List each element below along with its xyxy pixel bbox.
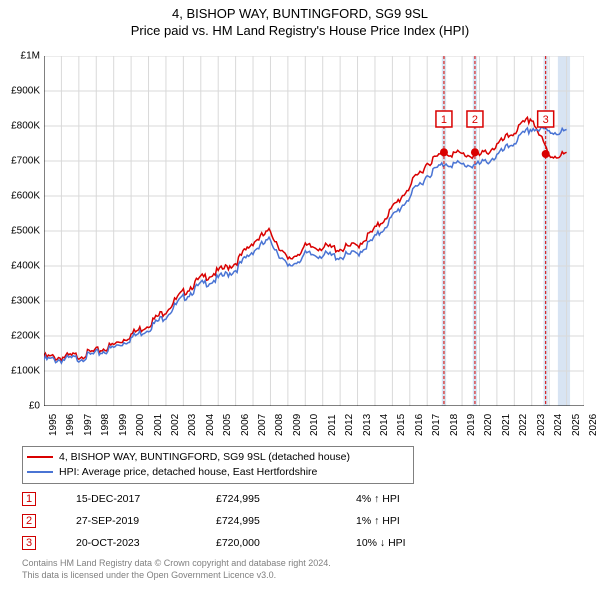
legend-label: 4, BISHOP WAY, BUNTINGFORD, SG9 9SL (det…	[59, 451, 350, 463]
price-chart: 1 2 3	[44, 56, 584, 406]
x-axis-label: 1996	[65, 414, 76, 436]
x-axis-label: 2007	[257, 414, 268, 436]
y-axis-label: £200K	[4, 331, 40, 342]
page-subtitle: Price paid vs. HM Land Registry's House …	[0, 23, 600, 38]
x-axis-label: 2005	[222, 414, 233, 436]
x-axis-label: 2016	[414, 414, 425, 436]
page-title: 4, BISHOP WAY, BUNTINGFORD, SG9 9SL	[0, 6, 600, 21]
svg-text:1: 1	[441, 114, 447, 126]
x-axis-label: 2013	[362, 414, 373, 436]
x-axis-label: 2001	[153, 414, 164, 436]
x-axis-label: 2018	[449, 414, 460, 436]
y-axis-label: £600K	[4, 191, 40, 202]
x-axis-label: 2015	[396, 414, 407, 436]
transaction-price: £724,995	[216, 493, 356, 505]
x-axis-label: 2020	[483, 414, 494, 436]
transaction-price: £720,000	[216, 537, 356, 549]
x-axis-label: 2021	[501, 414, 512, 436]
x-axis-label: 2004	[205, 414, 216, 436]
table-row: 1 15-DEC-2017 £724,995 4% ↑ HPI	[22, 488, 456, 510]
transaction-pct: 4% ↑ HPI	[356, 493, 456, 505]
transaction-marker-icon: 1	[22, 492, 36, 506]
legend-item: HPI: Average price, detached house, East…	[23, 464, 413, 479]
transaction-date: 27-SEP-2019	[76, 515, 216, 527]
x-axis-label: 2026	[588, 414, 599, 436]
y-axis-label: £700K	[4, 156, 40, 167]
transaction-marker-icon: 2	[22, 514, 36, 528]
y-axis-label: £1M	[4, 51, 40, 62]
x-axis-label: 1999	[118, 414, 129, 436]
y-axis-label: £500K	[4, 226, 40, 237]
y-axis-label: £0	[4, 401, 40, 412]
x-axis-label: 2000	[135, 414, 146, 436]
legend: 4, BISHOP WAY, BUNTINGFORD, SG9 9SL (det…	[22, 446, 414, 484]
footer-attribution: Contains HM Land Registry data © Crown c…	[22, 558, 331, 581]
footer-line: Contains HM Land Registry data © Crown c…	[22, 558, 331, 570]
transactions-table: 1 15-DEC-2017 £724,995 4% ↑ HPI 2 27-SEP…	[22, 488, 456, 554]
legend-label: HPI: Average price, detached house, East…	[59, 466, 317, 478]
transaction-pct: 1% ↑ HPI	[356, 515, 456, 527]
svg-text:3: 3	[543, 114, 549, 126]
x-axis-label: 2017	[431, 414, 442, 436]
x-axis-label: 1995	[48, 414, 59, 436]
x-axis-label: 2009	[292, 414, 303, 436]
legend-item: 4, BISHOP WAY, BUNTINGFORD, SG9 9SL (det…	[23, 449, 413, 464]
x-axis-label: 2003	[187, 414, 198, 436]
transaction-date: 20-OCT-2023	[76, 537, 216, 549]
x-axis-label: 2010	[309, 414, 320, 436]
transaction-marker-icon: 3	[22, 536, 36, 550]
transaction-pct: 10% ↓ HPI	[356, 537, 456, 549]
x-axis-label: 2011	[327, 414, 338, 436]
table-row: 2 27-SEP-2019 £724,995 1% ↑ HPI	[22, 510, 456, 532]
x-axis-label: 2002	[170, 414, 181, 436]
x-axis-label: 2012	[344, 414, 355, 436]
table-row: 3 20-OCT-2023 £720,000 10% ↓ HPI	[22, 532, 456, 554]
footer-line: This data is licensed under the Open Gov…	[22, 570, 331, 582]
x-axis-label: 1997	[83, 414, 94, 436]
legend-swatch	[27, 456, 53, 458]
y-axis-label: £400K	[4, 261, 40, 272]
x-axis-label: 2022	[518, 414, 529, 436]
x-axis-label: 1998	[100, 414, 111, 436]
legend-swatch	[27, 471, 53, 473]
y-axis-label: £900K	[4, 86, 40, 97]
x-axis-label: 2006	[240, 414, 251, 436]
y-axis-label: £300K	[4, 296, 40, 307]
x-axis-label: 2014	[379, 414, 390, 436]
x-axis-label: 2023	[536, 414, 547, 436]
svg-text:2: 2	[472, 114, 478, 126]
y-axis-label: £100K	[4, 366, 40, 377]
transaction-date: 15-DEC-2017	[76, 493, 216, 505]
y-axis-label: £800K	[4, 121, 40, 132]
x-axis-label: 2008	[274, 414, 285, 436]
transaction-price: £724,995	[216, 515, 356, 527]
x-axis-label: 2025	[571, 414, 582, 436]
x-axis-label: 2019	[466, 414, 477, 436]
x-axis-label: 2024	[553, 414, 564, 436]
